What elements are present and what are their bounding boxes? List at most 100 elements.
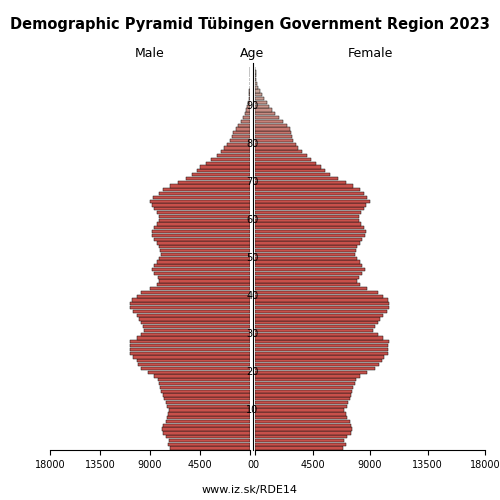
Bar [255,370,368,374]
Bar [150,200,250,203]
Bar [255,146,298,150]
Bar [166,420,250,423]
Bar [161,252,250,256]
Bar [148,370,250,374]
Bar [230,139,250,142]
Bar [234,131,250,134]
Bar [255,287,368,290]
Text: 70: 70 [246,177,258,187]
Bar [255,238,362,241]
Bar [136,294,250,298]
Bar [255,188,360,192]
Bar [255,222,361,226]
Bar [255,321,378,324]
Bar [141,332,250,336]
Bar [255,177,338,180]
Bar [159,245,250,248]
Bar [161,390,250,392]
Bar [159,218,250,222]
Bar [255,116,280,119]
Bar [211,158,250,161]
Text: Age: Age [240,47,264,60]
Bar [255,401,348,404]
Bar [160,249,250,252]
Text: 30: 30 [246,329,258,339]
Bar [255,245,357,248]
Bar [255,382,354,385]
Bar [130,340,250,344]
Bar [255,290,378,294]
Bar [141,366,250,370]
Bar [138,363,250,366]
Bar [255,82,257,85]
Bar [255,230,366,233]
Bar [168,412,250,416]
Bar [255,366,375,370]
Text: www.iz.sk/RDE14: www.iz.sk/RDE14 [202,485,298,495]
Bar [144,328,250,332]
Bar [255,101,266,104]
Bar [255,131,291,134]
Bar [144,325,250,328]
Bar [156,211,250,214]
Bar [255,394,351,396]
Bar [158,276,250,279]
Bar [255,420,350,423]
Bar [156,242,250,244]
Bar [255,352,388,354]
Bar [139,318,250,320]
Bar [255,390,352,392]
Bar [255,314,383,316]
Bar [255,412,346,416]
Text: Demographic Pyramid Tübingen Government Region 2023: Demographic Pyramid Tübingen Government … [10,18,490,32]
Bar [248,101,250,104]
Bar [130,302,250,306]
Bar [159,192,250,195]
Bar [164,432,250,434]
Bar [255,142,296,146]
Bar [152,204,250,206]
Bar [255,173,330,176]
Bar [164,397,250,400]
Bar [166,404,250,408]
Text: 40: 40 [246,291,258,301]
Bar [255,302,389,306]
Bar [162,428,250,430]
Text: 80: 80 [246,139,258,149]
Bar [255,180,346,184]
Bar [255,128,290,130]
Bar [245,112,250,116]
Bar [164,188,250,192]
Bar [164,424,250,427]
Bar [130,348,250,351]
Bar [255,226,364,230]
Bar [236,128,250,130]
Bar [255,310,386,313]
Bar [255,408,344,412]
Text: 90: 90 [246,101,258,111]
Bar [249,93,250,96]
Bar [226,142,250,146]
Bar [255,272,362,275]
Bar [255,264,362,268]
Bar [255,416,347,420]
Bar [152,268,250,271]
Bar [255,325,375,328]
Bar [255,169,326,172]
Text: Female: Female [348,47,393,60]
Bar [255,432,351,434]
Bar [159,256,250,260]
Bar [255,124,287,127]
Bar [248,97,250,100]
Bar [159,280,250,282]
Bar [130,306,250,309]
Bar [255,268,365,271]
Bar [255,332,378,336]
Bar [160,386,250,389]
Bar [196,169,250,172]
Bar [166,435,250,438]
Bar [255,207,364,210]
Bar [255,74,256,78]
Bar [255,154,308,157]
Bar [255,404,347,408]
